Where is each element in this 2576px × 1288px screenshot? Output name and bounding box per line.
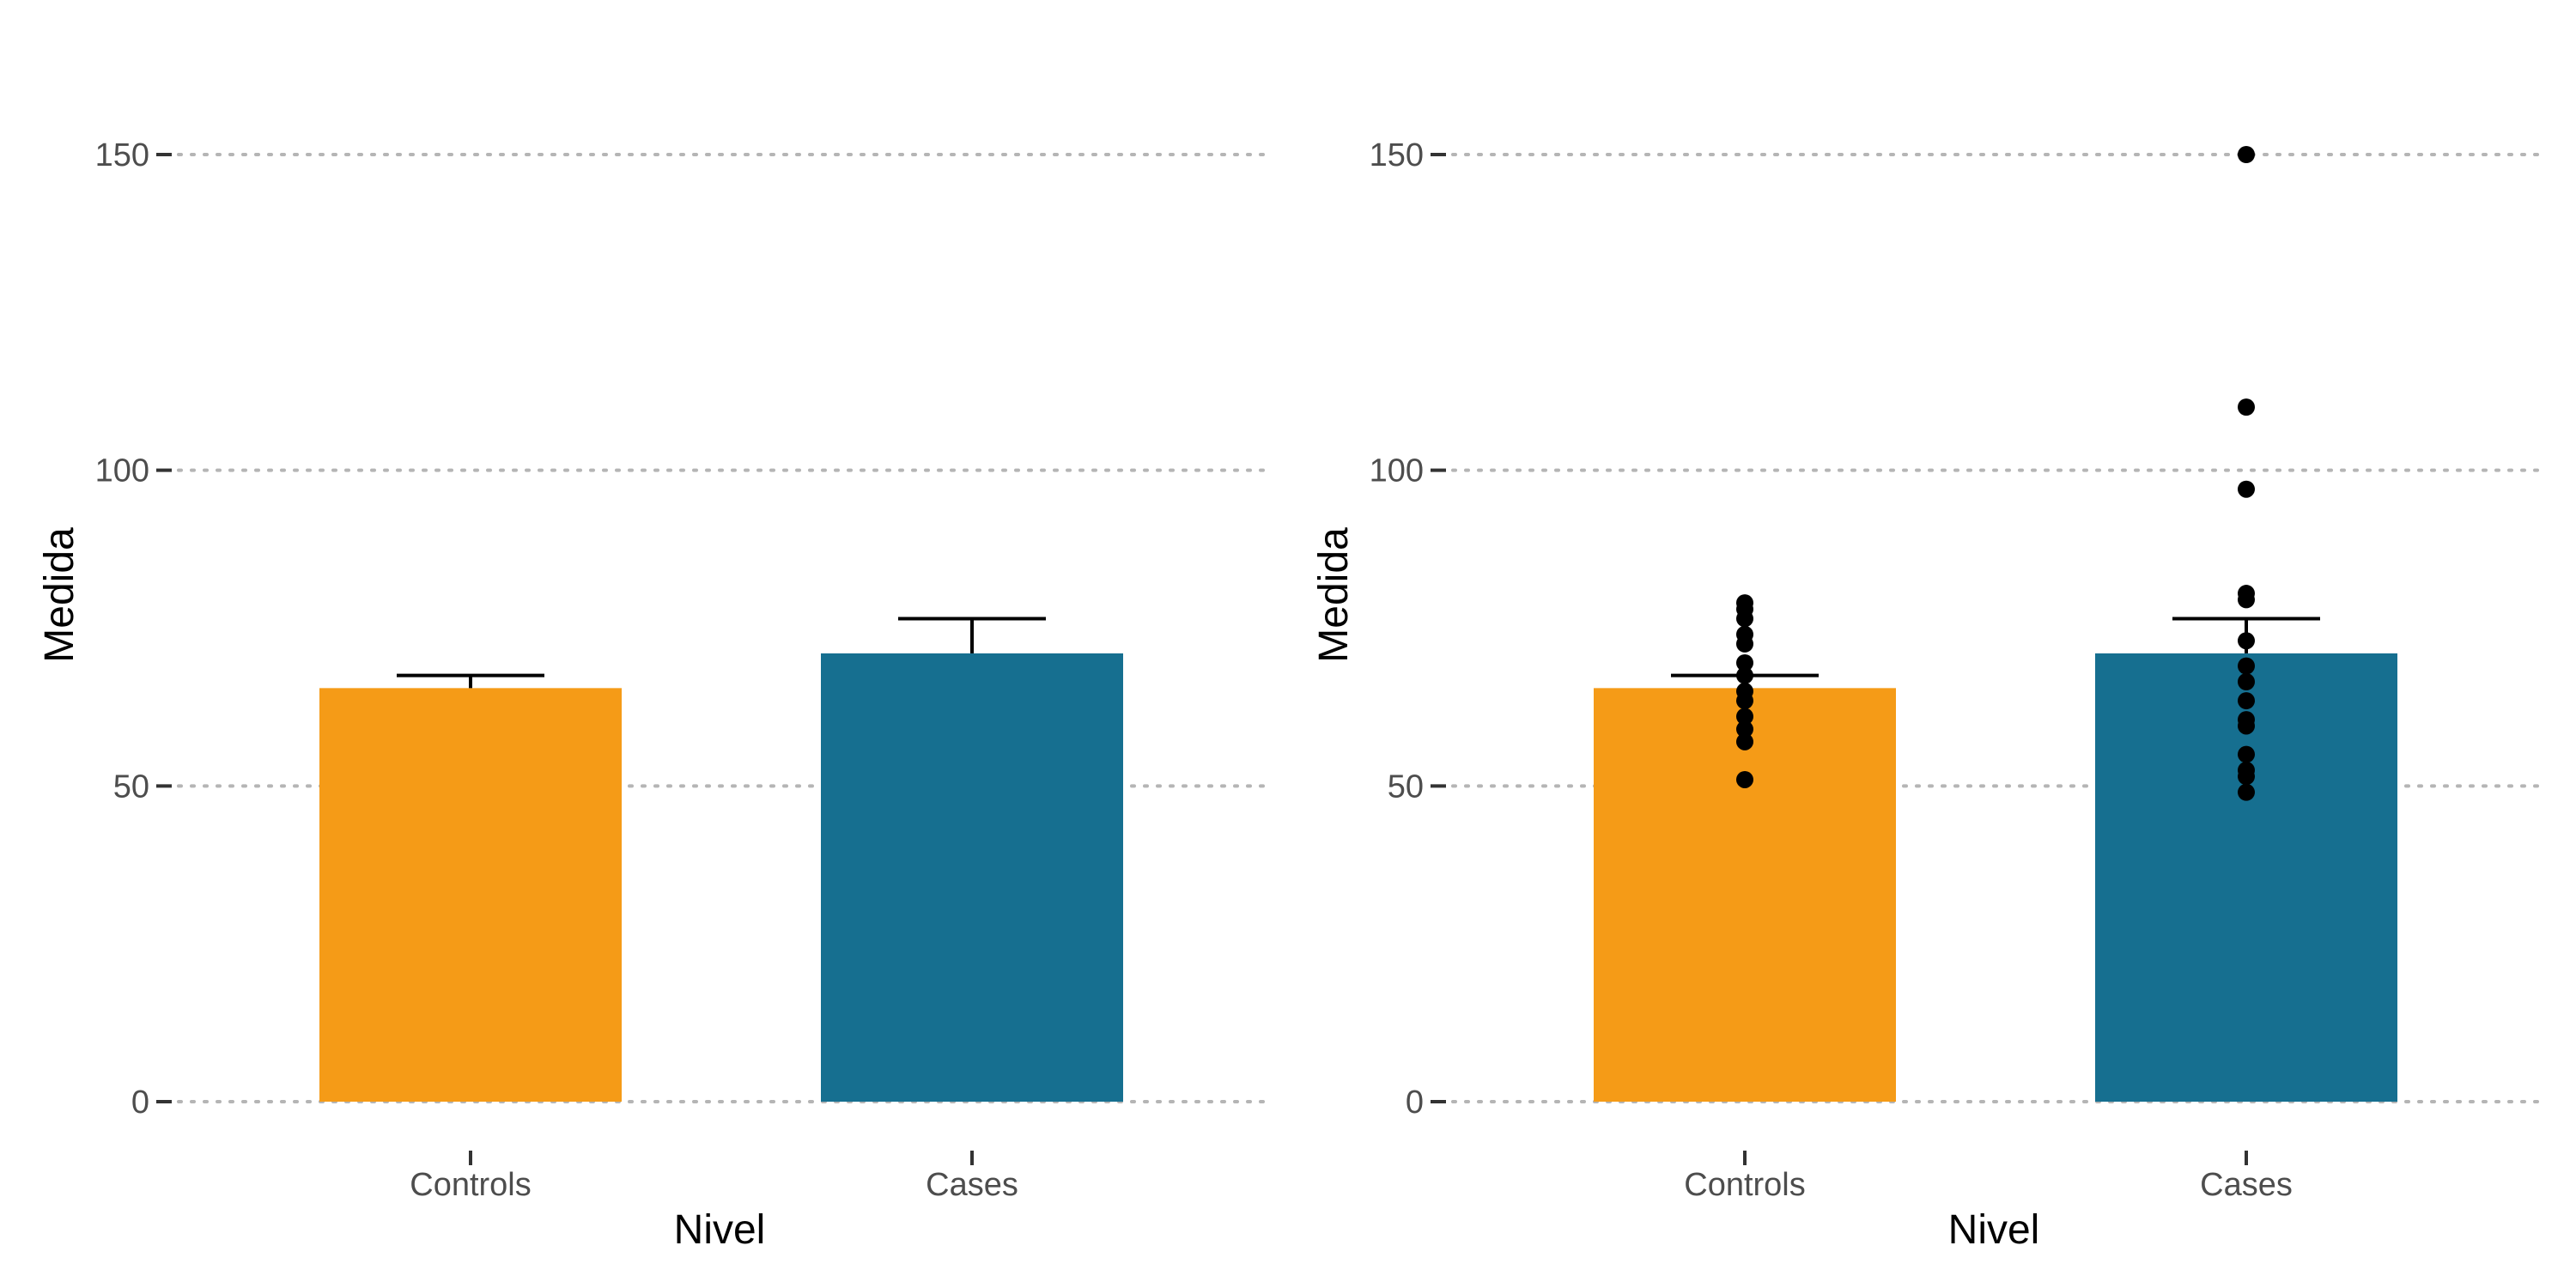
data-point-cases bbox=[2238, 480, 2255, 498]
y-tick-label: 50 bbox=[1388, 769, 1424, 805]
y-axis-title: Medida bbox=[37, 527, 82, 663]
data-point-cases bbox=[2238, 398, 2255, 416]
y-tick-label: 100 bbox=[1370, 453, 1424, 489]
data-point-cases bbox=[2238, 657, 2255, 675]
y-tick-label: 150 bbox=[95, 137, 149, 173]
y-tick-label: 100 bbox=[95, 453, 149, 489]
data-point-controls bbox=[1736, 610, 1753, 628]
bar-chart-with-points-right: 0 50 100 150 Controls Cases Nivel Medida bbox=[1311, 137, 2543, 1253]
data-point-cases bbox=[2238, 717, 2255, 735]
chart-panel-right: 0 50 100 150 Controls Cases Nivel Medida bbox=[1274, 0, 2562, 1288]
x-tick-label-cases: Cases bbox=[2200, 1167, 2293, 1203]
data-point-controls bbox=[1736, 720, 1753, 738]
y-tick-label: 0 bbox=[1406, 1084, 1424, 1121]
data-point-controls bbox=[1736, 708, 1753, 726]
data-point-controls bbox=[1736, 770, 1753, 788]
y-tick-label: 0 bbox=[131, 1084, 149, 1121]
y-tick-label: 50 bbox=[113, 769, 149, 805]
bar-controls bbox=[1594, 688, 1896, 1102]
data-point-controls bbox=[1736, 732, 1753, 750]
bar-controls bbox=[319, 688, 622, 1102]
chart-panel-left: 0 50 100 150 Controls Cases Nivel Medida bbox=[37, 137, 1268, 1253]
x-tick-label-controls: Controls bbox=[1684, 1167, 1806, 1203]
x-axis-title: Nivel bbox=[1948, 1207, 2040, 1253]
bar-cases bbox=[821, 653, 1123, 1102]
x-tick-label-cases: Cases bbox=[926, 1167, 1018, 1203]
data-point-cases bbox=[2238, 692, 2255, 710]
data-point-cases bbox=[2238, 146, 2255, 163]
data-point-cases bbox=[2238, 673, 2255, 691]
x-tick-label-controls: Controls bbox=[410, 1167, 532, 1203]
data-point-controls bbox=[1736, 635, 1753, 653]
data-point-cases bbox=[2238, 768, 2255, 786]
data-point-controls bbox=[1736, 653, 1753, 671]
data-point-controls bbox=[1736, 692, 1753, 710]
data-point-cases bbox=[2238, 591, 2255, 609]
y-tick-label: 150 bbox=[1370, 137, 1424, 173]
y-axis-title: Medida bbox=[1311, 527, 1357, 663]
data-point-cases bbox=[2238, 783, 2255, 801]
bar-chart-left: 0 50 100 150 Controls Cases Nivel Medida bbox=[37, 137, 1268, 1253]
x-axis-title: Nivel bbox=[674, 1207, 766, 1253]
data-point-cases bbox=[2238, 745, 2255, 763]
